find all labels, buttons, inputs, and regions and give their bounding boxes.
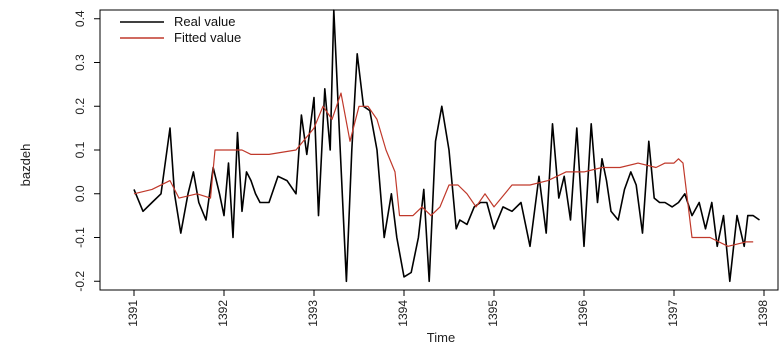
x-tick-label: 1392 (216, 300, 230, 327)
plot-frame (99, 9, 779, 291)
x-axis-title: Time (427, 330, 455, 345)
x-tick-label: 1394 (396, 300, 410, 327)
y-tick-label: 0.2 (73, 98, 87, 115)
x-tick-label: 1397 (666, 300, 680, 327)
y-tick-label: 0.0 (73, 185, 87, 202)
series-layer (133, 9, 760, 283)
y-tick-label: 0.4 (73, 10, 87, 27)
series-line-real-value (133, 9, 760, 283)
y-tick-label: 0.1 (73, 141, 87, 158)
y-tick-label: 0.3 (73, 54, 87, 71)
legend-label: Real value (174, 14, 235, 29)
y-tick-label: -0.1 (73, 227, 87, 248)
x-tick-label: 1395 (486, 300, 500, 327)
series-line-fitted-value (133, 92, 754, 247)
legend-label: Fitted value (174, 30, 241, 45)
y-axis-title: bazdeh (18, 144, 33, 187)
y-axis: -0.2 -0.1 0.0 0.1 0.2 0.3 0.4 (73, 10, 100, 292)
x-tick-label: 1398 (756, 300, 770, 327)
x-tick-label: 1396 (576, 300, 590, 327)
x-axis: 1391 1392 1393 1394 1395 1396 1397 1398 (126, 290, 770, 327)
x-tick-label: 1393 (306, 300, 320, 327)
x-tick-label: 1391 (126, 300, 140, 327)
y-tick-label: -0.2 (73, 271, 87, 292)
